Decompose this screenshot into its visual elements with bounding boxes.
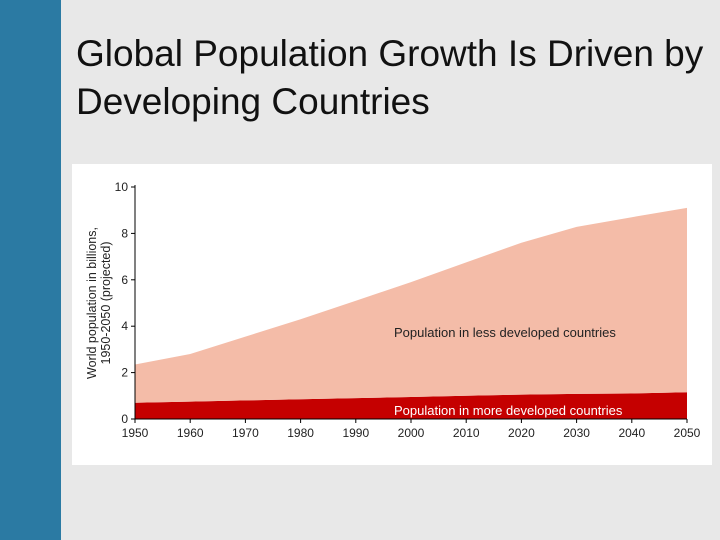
y-tick-label-4: 4 (121, 319, 128, 333)
x-tick-label-2000: 2000 (398, 426, 425, 440)
y-axis-label: World population in billions,1950-2050 (… (85, 227, 113, 379)
label-more-developed: Population in more developed countries (394, 403, 623, 418)
y-tick-label-2: 2 (121, 366, 128, 380)
x-tick-label-2020: 2020 (508, 426, 535, 440)
x-tick-label-1980: 1980 (287, 426, 314, 440)
x-tick-label-2050: 2050 (674, 426, 701, 440)
area-population-in-less-developed-countries (135, 207, 687, 403)
sidebar-accent-bar (0, 0, 61, 540)
slide-title: Global Population Growth Is Driven by De… (76, 33, 704, 122)
population-area-chart: 0 2 4 6 8 10 1950 1960 1970 1980 1990 2000 2010 2020 2… (85, 180, 701, 440)
x-tick-label-2010: 2010 (453, 426, 480, 440)
chart-labels: World population in billions,1950-2050 (… (85, 227, 623, 418)
x-tick-label-1960: 1960 (177, 426, 204, 440)
y-axis-label-line-2: 1950-2050 (projected) (99, 242, 113, 365)
x-tick-label-2030: 2030 (563, 426, 590, 440)
x-tick-label-2040: 2040 (618, 426, 645, 440)
x-tick-label-1950: 1950 (122, 426, 149, 440)
y-tick-label-10: 10 (115, 180, 129, 194)
y-tick-label-0: 0 (121, 412, 128, 426)
chart-areas (135, 207, 687, 419)
area-population-in-more-developed-countries (135, 392, 687, 419)
x-tick-label-1970: 1970 (232, 426, 259, 440)
y-axis-label-line-1: World population in billions, (85, 227, 99, 379)
chart-panel: 0 2 4 6 8 10 1950 1960 1970 1980 1990 2000 2010 2020 2… (72, 164, 712, 465)
y-tick-label-6: 6 (121, 273, 128, 287)
chart-axes: 0 2 4 6 8 10 1950 1960 1970 1980 1990 2000 2010 2020 2… (115, 180, 701, 440)
y-tick-label-8: 8 (121, 226, 128, 240)
label-less-developed: Population in less developed countries (394, 325, 616, 340)
x-tick-label-1990: 1990 (342, 426, 369, 440)
